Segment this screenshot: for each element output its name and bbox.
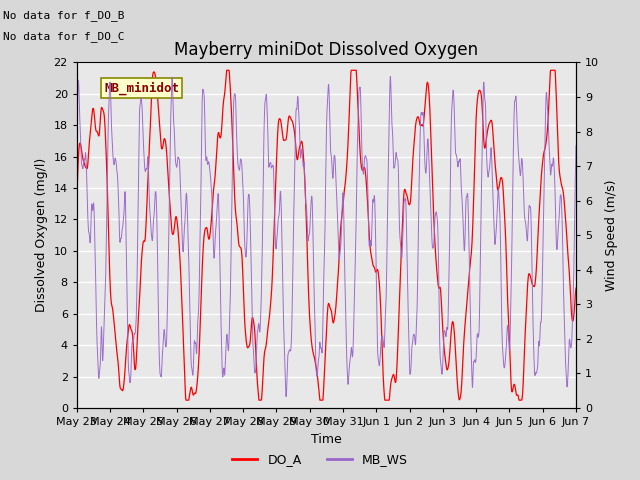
X-axis label: Time: Time: [311, 432, 342, 445]
Legend: DO_A, MB_WS: DO_A, MB_WS: [227, 448, 413, 471]
Text: No data for f_DO_C: No data for f_DO_C: [3, 31, 125, 42]
Text: MB_minidot: MB_minidot: [104, 82, 179, 95]
Text: No data for f_DO_B: No data for f_DO_B: [3, 10, 125, 21]
Y-axis label: Dissolved Oxygen (mg/l): Dissolved Oxygen (mg/l): [35, 158, 48, 312]
Y-axis label: Wind Speed (m/s): Wind Speed (m/s): [605, 180, 618, 291]
Title: Mayberry miniDot Dissolved Oxygen: Mayberry miniDot Dissolved Oxygen: [174, 41, 479, 60]
